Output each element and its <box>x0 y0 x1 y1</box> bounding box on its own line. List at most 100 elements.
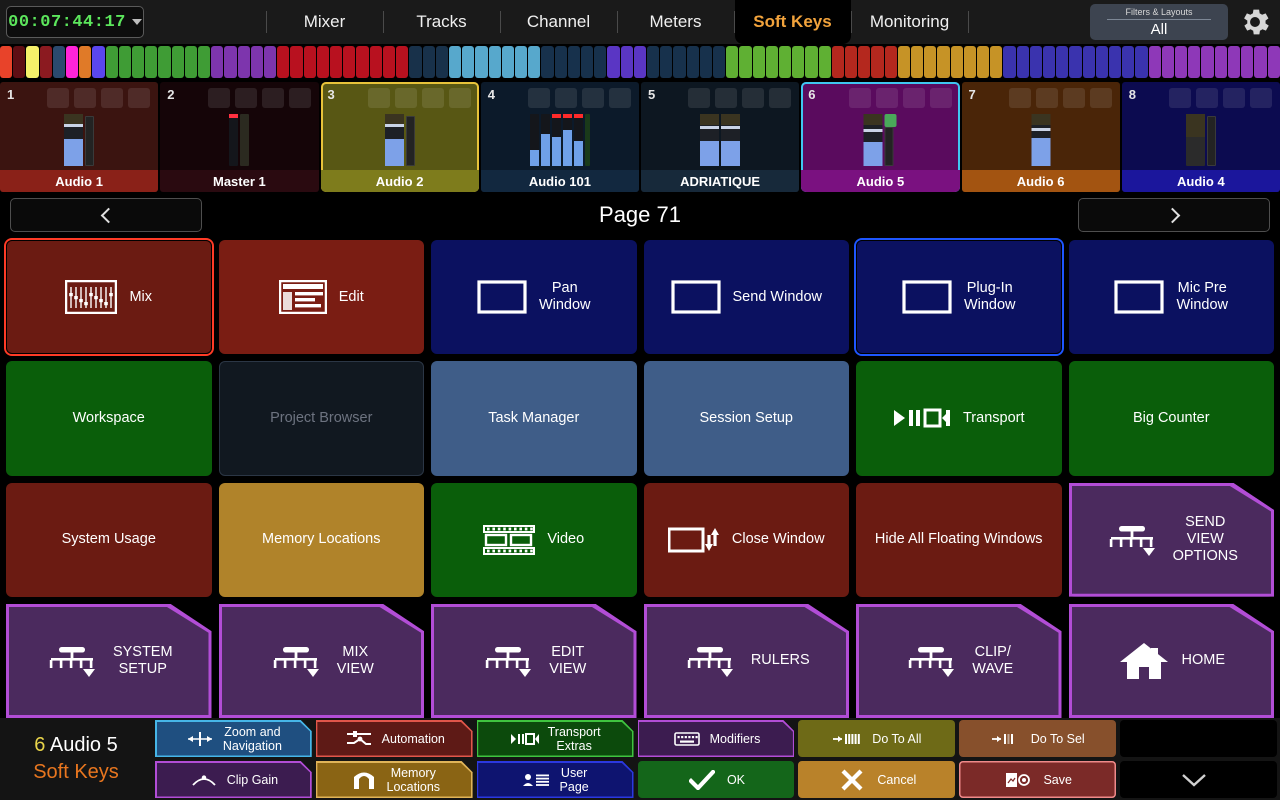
soft-key-close-window[interactable]: Close Window <box>643 482 849 597</box>
track-color-cell[interactable] <box>250 46 264 78</box>
volume-fader[interactable] <box>1185 114 1205 166</box>
track-color-cell[interactable] <box>1069 46 1082 78</box>
fader-cap[interactable] <box>863 128 883 132</box>
channel-strip[interactable]: 5 ADRIATIQUE <box>641 82 800 192</box>
channel-strip-button[interactable] <box>128 88 151 108</box>
soft-key-big-counter[interactable]: Big Counter <box>1068 361 1274 476</box>
track-color-cell[interactable] <box>633 46 646 78</box>
track-color-cell[interactable] <box>712 46 726 78</box>
channel-strip-button[interactable] <box>47 88 70 108</box>
track-color-cell[interactable] <box>1148 46 1161 78</box>
track-color-cell[interactable] <box>858 46 871 78</box>
track-color-cell[interactable] <box>1161 46 1175 78</box>
channel-strip-button[interactable] <box>234 88 257 108</box>
track-color-cell[interactable] <box>356 46 369 78</box>
track-color-cell[interactable] <box>396 46 409 78</box>
track-color-cell[interactable] <box>198 46 211 78</box>
soft-key-edit-view[interactable]: EDIT VIEW <box>431 603 637 718</box>
track-color-cell[interactable] <box>409 46 422 78</box>
soft-key-mic-pre-window[interactable]: Mic Pre Window <box>1068 240 1274 355</box>
track-color-cell[interactable] <box>105 46 118 78</box>
track-color-cell[interactable] <box>66 46 79 78</box>
bottom-key-zoom-and-navigation[interactable]: Zoom and Navigation <box>155 720 312 757</box>
track-color-cell[interactable] <box>937 46 950 78</box>
bottom-key-memory-locations[interactable]: Memory Locations <box>315 761 473 798</box>
soft-key-home[interactable]: HOME <box>1068 603 1274 718</box>
soft-key-send-window[interactable]: Send Window <box>643 240 849 355</box>
channel-strip-button[interactable] <box>929 88 952 108</box>
soft-key-system-setup[interactable]: SYSTEM SETUP <box>6 603 212 718</box>
track-color-cell[interactable] <box>1122 46 1135 78</box>
channel-strip-button[interactable] <box>902 88 925 108</box>
channel-strip-button[interactable] <box>1250 88 1272 108</box>
soft-key-video[interactable]: Video <box>431 482 637 597</box>
bottom-key-clip-gain[interactable]: Clip Gain <box>155 761 312 798</box>
channel-strip-button[interactable] <box>1089 88 1112 108</box>
track-color-cell[interactable] <box>884 46 897 78</box>
track-color-cell[interactable] <box>607 46 620 78</box>
channel-strip-button[interactable] <box>74 88 97 108</box>
track-color-cell[interactable] <box>977 46 990 78</box>
track-color-cell[interactable] <box>990 46 1003 78</box>
track-color-cell[interactable] <box>765 46 778 78</box>
track-color-cell[interactable] <box>158 46 171 78</box>
channel-strip-button[interactable] <box>1169 88 1191 108</box>
channel-strip-name[interactable]: Audio 4 <box>1121 170 1280 192</box>
track-color-cell[interactable] <box>488 46 501 78</box>
track-color-cell[interactable] <box>330 46 343 78</box>
track-color-cell[interactable] <box>686 46 699 78</box>
tab-mixer[interactable]: Mixer <box>267 0 383 44</box>
bottom-key-cancel[interactable]: Cancel <box>798 761 956 798</box>
chevron-down-icon[interactable] <box>131 19 142 25</box>
track-color-cell[interactable] <box>528 46 541 78</box>
track-color-cell[interactable] <box>1254 46 1267 78</box>
track-color-cell[interactable] <box>224 46 237 78</box>
track-color-cell[interactable] <box>739 46 752 78</box>
tab-monitoring[interactable]: Monitoring <box>852 0 968 44</box>
track-color-cell[interactable] <box>1227 46 1241 78</box>
soft-key-mix[interactable]: Mix <box>6 240 212 355</box>
track-color-cell[interactable] <box>646 46 660 78</box>
fader-cap[interactable] <box>64 124 84 128</box>
track-color-cell[interactable] <box>171 46 184 78</box>
channel-strip-name[interactable]: Audio 1 <box>0 170 159 192</box>
track-color-cell[interactable] <box>382 46 396 78</box>
timecode-display[interactable]: 00:07:44:17 <box>6 6 144 38</box>
track-color-cell[interactable] <box>277 46 290 78</box>
channel-strip-button[interactable] <box>555 88 577 108</box>
track-color-cell[interactable] <box>1241 46 1254 78</box>
track-color-cell[interactable] <box>673 46 686 78</box>
track-color-cell[interactable] <box>26 46 39 78</box>
track-color-cell[interactable] <box>924 46 937 78</box>
soft-key-send-view-options[interactable]: SEND VIEW OPTIONS <box>1068 482 1274 597</box>
track-color-cell[interactable] <box>369 46 382 78</box>
bottom-key-expand[interactable] <box>1120 761 1277 798</box>
soft-key-edit[interactable]: Edit <box>218 240 424 355</box>
bottom-key-automation[interactable]: Automation <box>315 720 473 757</box>
volume-fader[interactable] <box>700 114 720 166</box>
channel-strip[interactable]: 4 Audio 101 <box>480 82 639 192</box>
track-color-cell[interactable] <box>541 46 554 78</box>
channel-strip-name[interactable]: Master 1 <box>160 170 319 192</box>
track-color-cell[interactable] <box>343 46 356 78</box>
track-color-cell[interactable] <box>52 46 66 78</box>
track-color-cell[interactable] <box>752 46 765 78</box>
volume-fader[interactable] <box>1031 114 1051 166</box>
fader-cap[interactable] <box>700 126 720 130</box>
track-color-cell[interactable] <box>620 46 633 78</box>
track-color-cell[interactable] <box>1109 46 1122 78</box>
channel-strip[interactable]: 1 Audio 1 <box>0 82 159 192</box>
track-color-cell[interactable] <box>805 46 818 78</box>
track-color-cell[interactable] <box>660 46 673 78</box>
channel-strip-button[interactable] <box>688 88 711 108</box>
tab-tracks[interactable]: Tracks <box>384 0 500 44</box>
channel-strip-button[interactable] <box>582 88 604 108</box>
volume-fader[interactable] <box>384 114 404 166</box>
channel-strip-button[interactable] <box>394 88 417 108</box>
track-color-cell[interactable] <box>237 46 250 78</box>
channel-strip-button[interactable] <box>742 88 765 108</box>
channel-strip-name[interactable]: Audio 101 <box>480 170 639 192</box>
track-color-cell[interactable] <box>1135 46 1148 78</box>
track-color-cell[interactable] <box>1201 46 1214 78</box>
soft-key-pan-window[interactable]: Pan Window <box>431 240 637 355</box>
